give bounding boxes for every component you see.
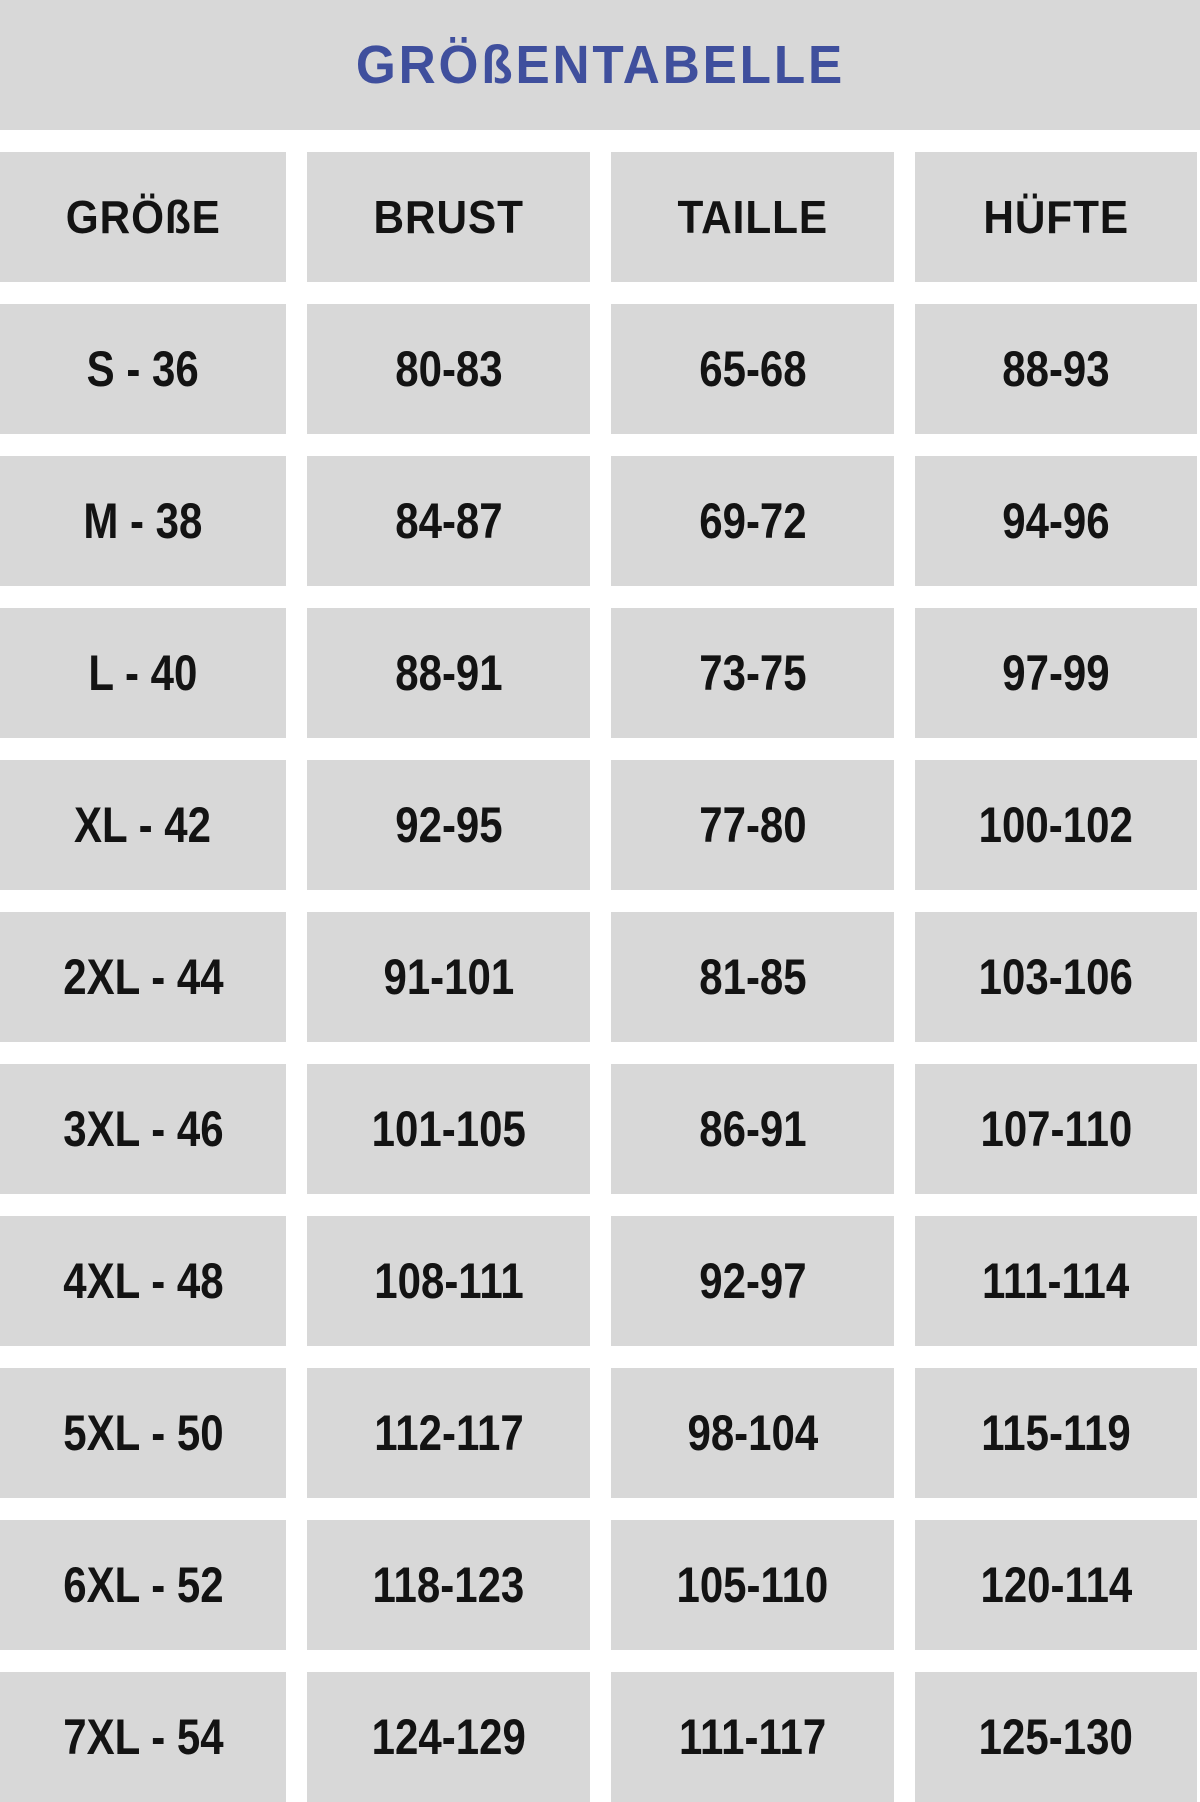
cell-taille: 92-97 xyxy=(611,1216,894,1346)
cell-taille: 73-75 xyxy=(611,608,894,738)
cell-size: L - 40 xyxy=(0,608,286,738)
cell-size: 3XL - 46 xyxy=(0,1064,286,1194)
cell-huefte: 125-130 xyxy=(915,1672,1197,1802)
cell-brust: 108-111 xyxy=(307,1216,590,1346)
cell-brust: 88-91 xyxy=(307,608,590,738)
cell-brust: 84-87 xyxy=(307,456,590,586)
size-chart-title-band: GRÖßENTABELLE xyxy=(0,0,1200,130)
cell-size: XL - 42 xyxy=(0,760,286,890)
cell-huefte: 103-106 xyxy=(915,912,1197,1042)
size-chart-title: GRÖßENTABELLE xyxy=(355,35,845,95)
cell-taille: 111-117 xyxy=(611,1672,894,1802)
cell-huefte: 107-110 xyxy=(915,1064,1197,1194)
cell-huefte: 111-114 xyxy=(915,1216,1197,1346)
cell-huefte: 115-119 xyxy=(915,1368,1197,1498)
cell-brust: 80-83 xyxy=(307,304,590,434)
cell-huefte: 120-114 xyxy=(915,1520,1197,1650)
size-chart-table: GRÖßE BRUST TAILLE HÜFTE S - 36 80-83 65… xyxy=(0,152,1197,1802)
cell-taille: 105-110 xyxy=(611,1520,894,1650)
cell-size: 2XL - 44 xyxy=(0,912,286,1042)
header-huefte: HÜFTE xyxy=(915,152,1197,282)
cell-taille: 69-72 xyxy=(611,456,894,586)
cell-huefte: 100-102 xyxy=(915,760,1197,890)
cell-size: 7XL - 54 xyxy=(0,1672,286,1802)
cell-taille: 98-104 xyxy=(611,1368,894,1498)
cell-taille: 65-68 xyxy=(611,304,894,434)
cell-size: S - 36 xyxy=(0,304,286,434)
cell-size: 5XL - 50 xyxy=(0,1368,286,1498)
cell-size: M - 38 xyxy=(0,456,286,586)
cell-brust: 112-117 xyxy=(307,1368,590,1498)
cell-taille: 86-91 xyxy=(611,1064,894,1194)
cell-taille: 81-85 xyxy=(611,912,894,1042)
cell-size: 4XL - 48 xyxy=(0,1216,286,1346)
cell-taille: 77-80 xyxy=(611,760,894,890)
header-groesse: GRÖßE xyxy=(0,152,286,282)
header-brust: BRUST xyxy=(307,152,590,282)
cell-brust: 124-129 xyxy=(307,1672,590,1802)
cell-brust: 92-95 xyxy=(307,760,590,890)
cell-brust: 101-105 xyxy=(307,1064,590,1194)
cell-huefte: 88-93 xyxy=(915,304,1197,434)
cell-brust: 91-101 xyxy=(307,912,590,1042)
cell-size: 6XL - 52 xyxy=(0,1520,286,1650)
cell-huefte: 97-99 xyxy=(915,608,1197,738)
cell-brust: 118-123 xyxy=(307,1520,590,1650)
cell-huefte: 94-96 xyxy=(915,456,1197,586)
header-taille: TAILLE xyxy=(611,152,894,282)
